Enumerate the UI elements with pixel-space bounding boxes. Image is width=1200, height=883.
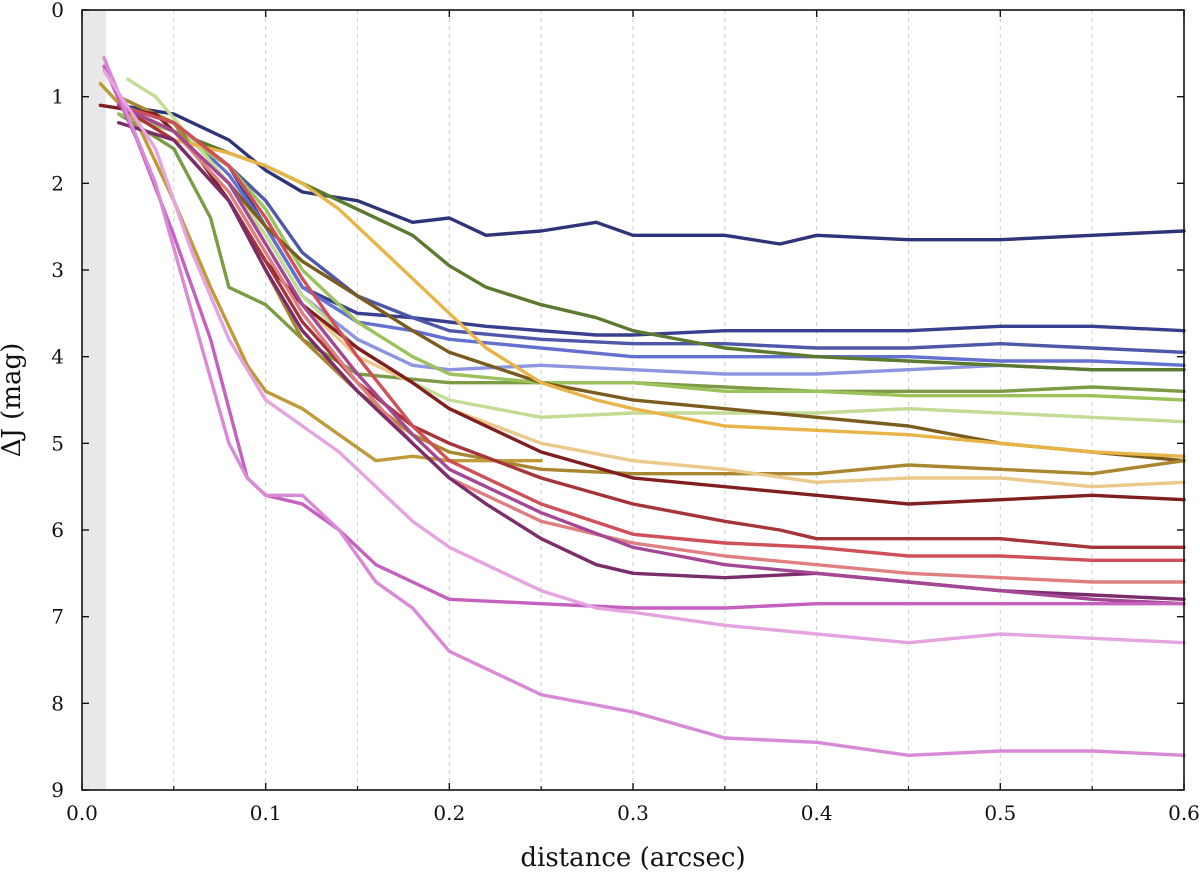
y-tick-label: 6 xyxy=(51,518,64,542)
y-tick-label: 7 xyxy=(51,605,64,629)
series-line-s13 xyxy=(117,103,1186,458)
series-line-s1 xyxy=(117,103,1186,246)
x-tick-label: 0.4 xyxy=(801,801,833,825)
series-line-s18 xyxy=(117,103,1186,584)
x-tick-label: 0.6 xyxy=(1168,801,1200,825)
series-line-s7 xyxy=(117,112,1186,393)
series-line-s4 xyxy=(117,103,1186,367)
series-line-s21 xyxy=(102,64,1186,610)
y-tick-label: 9 xyxy=(51,778,64,802)
y-tick-label: 2 xyxy=(51,171,64,195)
y-tick-label: 1 xyxy=(51,85,64,109)
axis-ticks: 0.0 0.1 0.2 0.3 0.4 0.5 0.6 0 1 2 3 4 5 6 7 8 9 xyxy=(51,0,1200,825)
shaded-region xyxy=(82,10,106,790)
x-axis-label: distance (arcsec) xyxy=(520,843,745,873)
series-line-s22 xyxy=(102,56,1186,757)
series-group xyxy=(98,56,1186,757)
series-line-s15 xyxy=(98,103,1186,506)
x-tick-label: 0.2 xyxy=(433,801,465,825)
x-tick-label: 0.5 xyxy=(984,801,1016,825)
series-line-s8 xyxy=(117,112,1186,402)
y-tick-label: 5 xyxy=(51,431,64,455)
series-line-s20 xyxy=(117,103,1186,606)
y-tick-label: 0 xyxy=(51,0,64,22)
x-tick-label: 0.1 xyxy=(250,801,282,825)
series-line-s10 xyxy=(117,103,1186,463)
y-tick-label: 8 xyxy=(51,691,64,715)
series-line-s17 xyxy=(117,103,1186,562)
y-tick-label: 3 xyxy=(51,258,64,282)
y-axis-label: ΔJ (mag) xyxy=(0,343,27,458)
series-line-s23 xyxy=(102,69,1186,645)
series-line-s3 xyxy=(117,103,1186,354)
x-tick-label: 0.0 xyxy=(66,801,98,825)
series-line-s16 xyxy=(117,103,1186,549)
x-tick-label: 0.3 xyxy=(617,801,649,825)
series-line-s9 xyxy=(126,77,1186,424)
y-tick-label: 4 xyxy=(51,345,64,369)
